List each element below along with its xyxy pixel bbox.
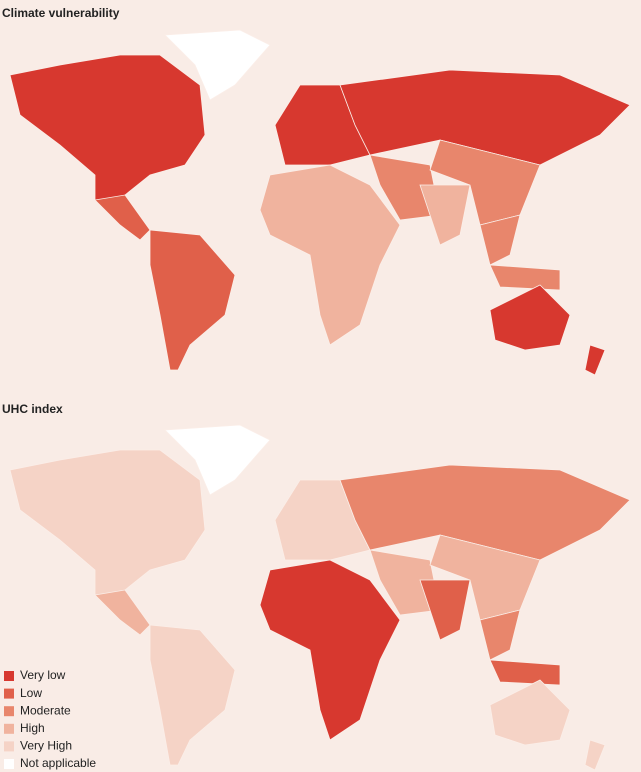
country (369, 154, 441, 221)
country (149, 624, 236, 766)
map (9, 29, 631, 376)
country (339, 464, 631, 561)
legend-label: Not applicable (20, 756, 96, 770)
country (479, 609, 521, 661)
legend-label: High (20, 721, 45, 735)
legend: Very low Low Moderate High Very High Not appl… (4, 668, 96, 770)
map-title: Climate vulnerability (2, 6, 120, 20)
map-title: UHC index (2, 402, 63, 416)
country (259, 559, 401, 741)
country (489, 264, 561, 291)
country (164, 29, 271, 101)
country (9, 449, 206, 606)
country (419, 579, 471, 641)
legend-label: Very High (20, 739, 72, 753)
country (259, 164, 401, 346)
country (149, 229, 236, 371)
map (9, 424, 631, 771)
country (94, 589, 151, 636)
legend-swatch (4, 706, 14, 717)
country (584, 344, 606, 376)
legend-swatch (4, 723, 14, 734)
legend-swatch (4, 741, 14, 752)
legend-swatch (4, 759, 14, 769)
country (489, 679, 571, 746)
legend-swatch (4, 671, 14, 681)
country (419, 184, 471, 246)
country (584, 739, 606, 771)
country (9, 54, 206, 211)
country (369, 549, 441, 616)
country (489, 659, 561, 686)
legend-swatch (4, 688, 14, 699)
country (339, 69, 631, 166)
country (164, 424, 271, 496)
country (94, 194, 151, 241)
legend-label: Low (20, 686, 42, 700)
legend-label: Very low (20, 668, 66, 682)
legend-label: Moderate (20, 703, 71, 717)
country (489, 284, 571, 351)
country (479, 214, 521, 266)
